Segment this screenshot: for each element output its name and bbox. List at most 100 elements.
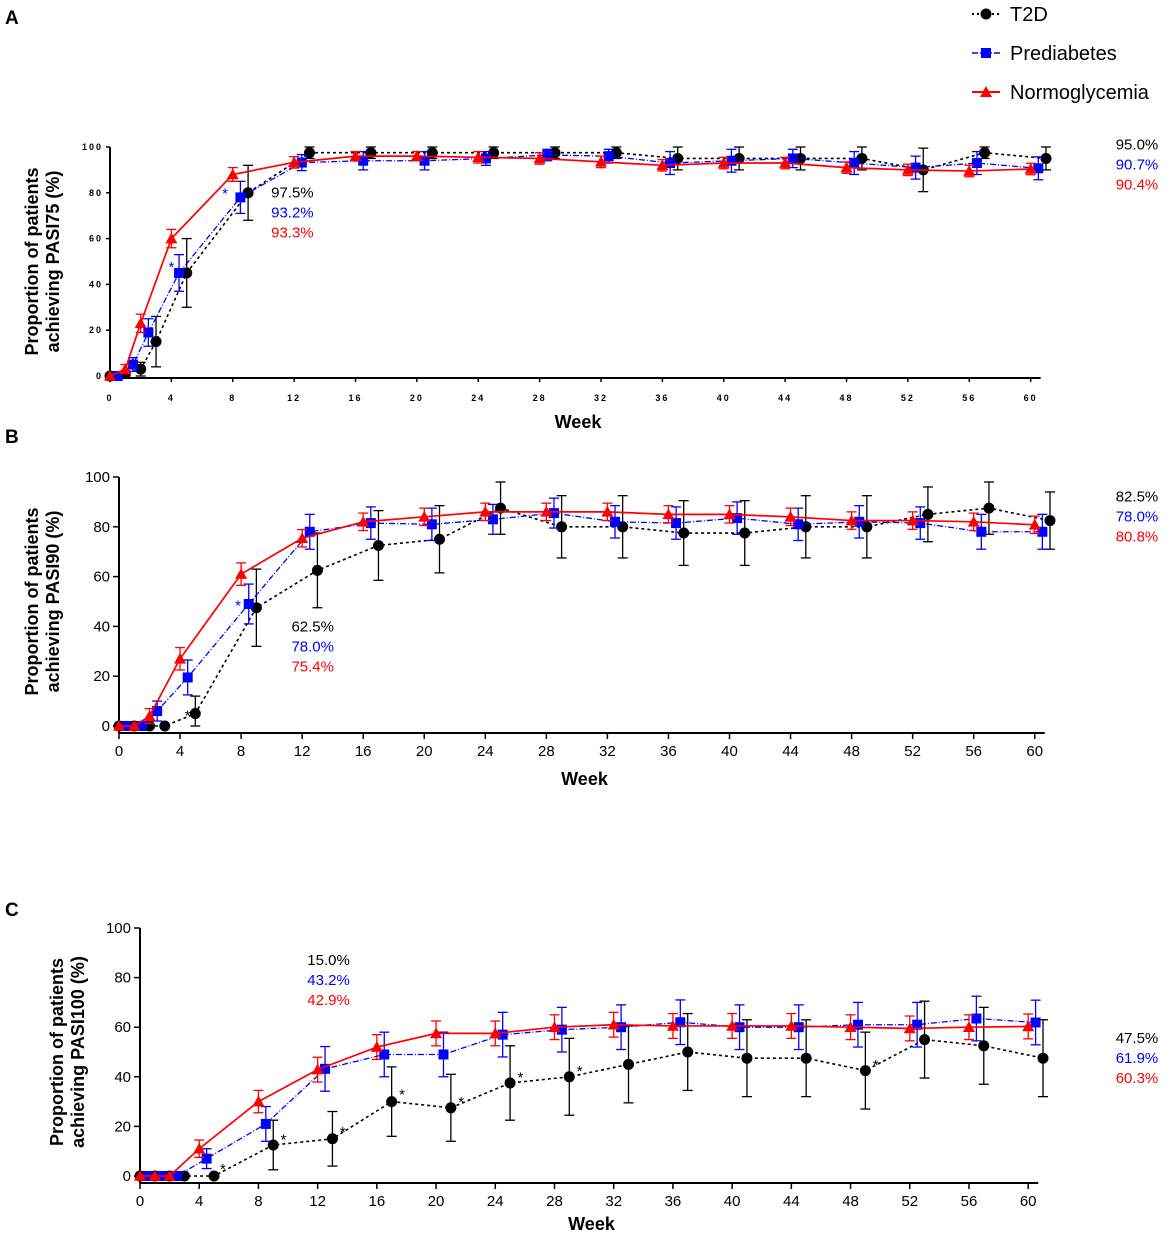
significance-star: *: [518, 1069, 524, 1086]
x-tick-label: 0: [136, 1193, 144, 1210]
data-point-normoglycemia: [174, 652, 187, 664]
data-point-normoglycemia: [235, 568, 248, 579]
data-point-prediabetes: [675, 1017, 686, 1028]
x-tick-label: 24: [471, 393, 485, 403]
y-tick-label: 100: [85, 469, 110, 486]
x-tick-label: 52: [901, 393, 915, 403]
legend-marker-normoglycemia: [980, 86, 992, 97]
data-point-normoglycemia: [104, 370, 116, 381]
annotation-week60-prediabetes: 78.0%: [1116, 509, 1159, 526]
significance-star: *: [220, 1161, 226, 1178]
legend-label-normoglycemia: Normoglycemia: [1010, 82, 1150, 104]
data-point-prediabetes: [112, 371, 123, 381]
data-point-normoglycemia: [143, 710, 156, 721]
legend-item-t2d: T2D: [972, 4, 1048, 26]
x-tick-label: 52: [904, 743, 921, 760]
data-point-normoglycemia: [165, 232, 178, 244]
data-point-normoglycemia: [963, 165, 976, 176]
significance-star: *: [185, 707, 191, 724]
data-point-t2d: [563, 1071, 575, 1083]
data-point-prediabetes: [610, 516, 621, 527]
x-tick-label: 16: [369, 1193, 386, 1210]
series-prediabetes: [121, 497, 1048, 731]
data-point-t2d: [922, 508, 934, 520]
y-axis-label-line: achieving PASI75 (%): [43, 171, 63, 353]
x-tick-label: 28: [538, 743, 555, 760]
x-tick-label: 48: [843, 743, 860, 760]
series-line-prediabetes: [147, 1017, 1036, 1177]
data-point-normoglycemia: [370, 1041, 383, 1052]
annotation-week60-normoglycemia: 80.8%: [1116, 529, 1159, 546]
data-point-prediabetes: [174, 267, 185, 278]
series-t2d: [104, 146, 1052, 382]
data-point-t2d: [303, 147, 315, 159]
data-point-normoglycemia: [226, 168, 239, 180]
annotation-week60-t2d: 47.5%: [1116, 1030, 1159, 1047]
data-point-t2d: [445, 1102, 457, 1114]
y-tick-label: 100: [82, 142, 103, 152]
data-point-t2d: [386, 1096, 398, 1108]
data-point-t2d: [267, 1139, 279, 1151]
series-line-normoglycemia: [119, 511, 1035, 727]
y-tick-label: 0: [96, 371, 103, 381]
data-point-t2d: [859, 1065, 871, 1077]
data-point-t2d: [741, 1052, 753, 1064]
data-point-normoglycemia: [656, 159, 669, 171]
annotation-week12-t2d: 97.5%: [271, 184, 314, 201]
legend-marker-t2d: [980, 8, 992, 20]
data-point-normoglycemia: [113, 720, 125, 731]
data-point-prediabetes: [1033, 163, 1044, 174]
x-tick-label: 44: [782, 743, 799, 760]
series-line-t2d: [119, 507, 1051, 727]
data-point-prediabetes: [304, 526, 315, 537]
significance-star: *: [458, 1094, 464, 1111]
x-tick-label: 4: [195, 1193, 203, 1210]
annotation-week60-normoglycemia: 90.4%: [1116, 176, 1159, 193]
x-tick-label: 32: [599, 743, 616, 760]
data-point-t2d: [495, 502, 507, 514]
x-tick-label: 20: [410, 393, 424, 403]
data-point-normoglycemia: [148, 1170, 161, 1181]
data-point-normoglycemia: [840, 161, 853, 173]
x-tick-label: 4: [176, 743, 184, 760]
legend-marker-prediabetes: [981, 48, 991, 58]
y-axis-label-line: achieving PASI100 (%): [68, 956, 88, 1148]
data-point-prediabetes: [548, 508, 559, 519]
x-tick-label: 20: [428, 1193, 445, 1210]
y-tick-label: 40: [89, 279, 103, 289]
data-point-prediabetes: [379, 1049, 390, 1060]
data-point-normoglycemia: [785, 1019, 798, 1031]
data-point-prediabetes: [852, 1019, 863, 1030]
series-normoglycemia: [113, 502, 1041, 731]
data-point-t2d: [682, 1046, 694, 1058]
data-point-normoglycemia: [128, 720, 141, 731]
data-point-prediabetes: [912, 1019, 923, 1030]
series-line-t2d: [109, 151, 1047, 377]
x-tick-label: 12: [294, 743, 311, 760]
data-point-prediabetes: [296, 157, 307, 168]
data-point-t2d: [979, 147, 991, 159]
y-axis-label-line: Proportion of patients: [22, 508, 42, 696]
data-point-normoglycemia: [533, 152, 546, 164]
data-point-prediabetes: [358, 155, 369, 166]
y-tick-label: 80: [114, 970, 131, 987]
data-point-prediabetes: [787, 153, 798, 164]
data-point-normoglycemia: [472, 151, 485, 163]
data-point-normoglycemia: [410, 150, 423, 161]
data-point-normoglycemia: [1028, 518, 1041, 530]
data-point-prediabetes: [487, 514, 498, 525]
data-point-normoglycemia: [134, 317, 147, 329]
data-point-t2d: [739, 527, 751, 539]
data-point-prediabetes: [971, 158, 982, 169]
data-point-prediabetes: [419, 155, 430, 166]
annotation-week60-t2d: 95.0%: [1116, 136, 1159, 153]
data-point-prediabetes: [182, 672, 193, 683]
series-normoglycemia: [104, 150, 1037, 381]
data-point-normoglycemia: [662, 508, 675, 520]
annotation-week60-prediabetes: 61.9%: [1116, 1050, 1159, 1067]
y-tick-label: 20: [89, 325, 103, 335]
data-point-normoglycemia: [489, 1027, 502, 1039]
data-point-normoglycemia: [540, 505, 553, 517]
